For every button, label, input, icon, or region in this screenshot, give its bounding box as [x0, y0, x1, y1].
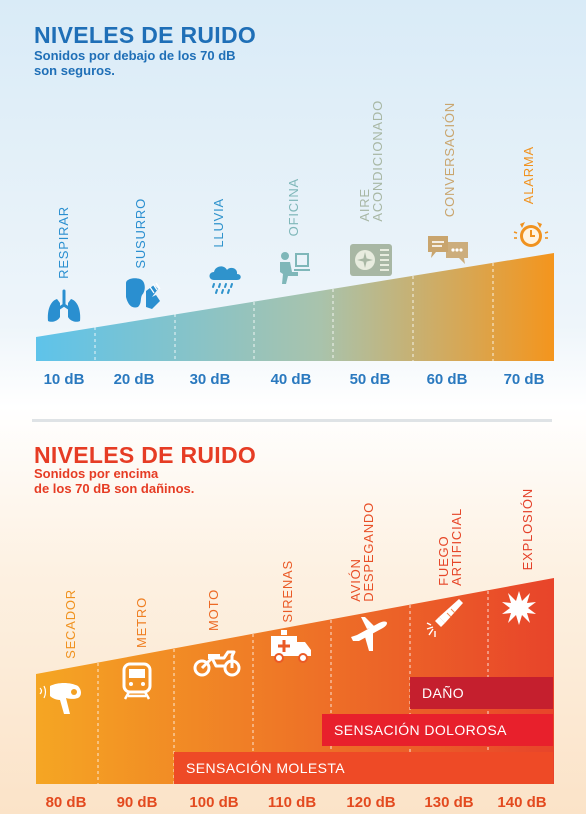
band-harm: DAÑO: [410, 677, 553, 709]
label-avion-despegando: AVIÓN DESPEGANDO: [348, 502, 376, 602]
level-10db: 10 dB: [43, 371, 85, 388]
firework-rocket-icon: [426, 599, 463, 637]
level-110db: 110 dB: [267, 794, 317, 811]
level-70db: 70 dB: [503, 371, 545, 388]
safe-section-subtitle: Sonidos por debajo de los 70 dB son segu…: [34, 48, 236, 78]
label-moto: MOTO: [206, 589, 221, 631]
level-20db: 20 dB: [113, 371, 155, 388]
level-130db: 130 dB: [424, 794, 474, 811]
label-metro: METRO: [134, 597, 149, 648]
label-lluvia: LLUVIA: [211, 198, 226, 248]
alarm-clock-icon: [513, 222, 549, 247]
harmful-levels-section: NIVELES DE RUIDO Sonidos por encima de l…: [0, 430, 586, 814]
label-explosion: EXPLOSIÓN: [520, 488, 535, 571]
safe-levels-section: NIVELES DE RUIDO Sonidos por debajo de l…: [34, 22, 554, 388]
label-aire-acondicionado: AIRE ACONDICIONADO: [357, 100, 385, 222]
label-sirenas: SIRENAS: [280, 560, 295, 623]
label-susurro: SUSURRO: [133, 198, 148, 269]
ambulance-icon: [271, 630, 311, 663]
level-30db: 30 dB: [189, 371, 231, 388]
safe-section-title: NIVELES DE RUIDO: [34, 22, 257, 48]
metro-train-icon: [122, 662, 152, 700]
label-oficina: OFICINA: [286, 178, 301, 237]
label-secador: SECADOR: [63, 589, 78, 659]
band-pain: SENSACIÓN DOLOROSA: [322, 714, 553, 746]
level-140db: 140 dB: [497, 794, 547, 811]
harmful-section-title: NIVELES DE RUIDO: [34, 442, 257, 468]
hair-dryer-icon: [39, 683, 81, 714]
level-100db: 100 dB: [189, 794, 239, 811]
level-40db: 40 dB: [270, 371, 312, 388]
label-fuego-artificial: FUEGO ARTIFICIAL: [436, 508, 464, 586]
rain-cloud-icon: [209, 266, 241, 294]
label-alarma: ALARMA: [521, 146, 536, 205]
label-conversacion: CONVERSACIÓN: [442, 102, 457, 218]
office-worker-icon: [280, 252, 310, 284]
safe-level-wedge: [36, 253, 554, 361]
conversation-bubbles-icon: [428, 236, 468, 264]
level-90db: 90 dB: [116, 794, 158, 811]
section-divider: [32, 419, 552, 422]
whisper-icon: [126, 278, 161, 309]
harmful-section-subtitle: Sonidos por encima de los 70 dB son dañi…: [34, 466, 195, 496]
airplane-icon: [351, 617, 387, 651]
level-80db: 80 dB: [45, 794, 87, 811]
label-respirar: RESPIRAR: [56, 206, 71, 279]
lungs-icon: [47, 289, 81, 322]
band-annoy: SENSACIÓN MOLESTA: [174, 752, 553, 784]
explosion-icon: [502, 591, 536, 625]
level-60db: 60 dB: [426, 371, 468, 388]
air-conditioner-icon: [350, 244, 392, 276]
level-50db: 50 dB: [349, 371, 391, 388]
level-120db: 120 dB: [346, 794, 396, 811]
motorcycle-icon: [193, 650, 241, 677]
